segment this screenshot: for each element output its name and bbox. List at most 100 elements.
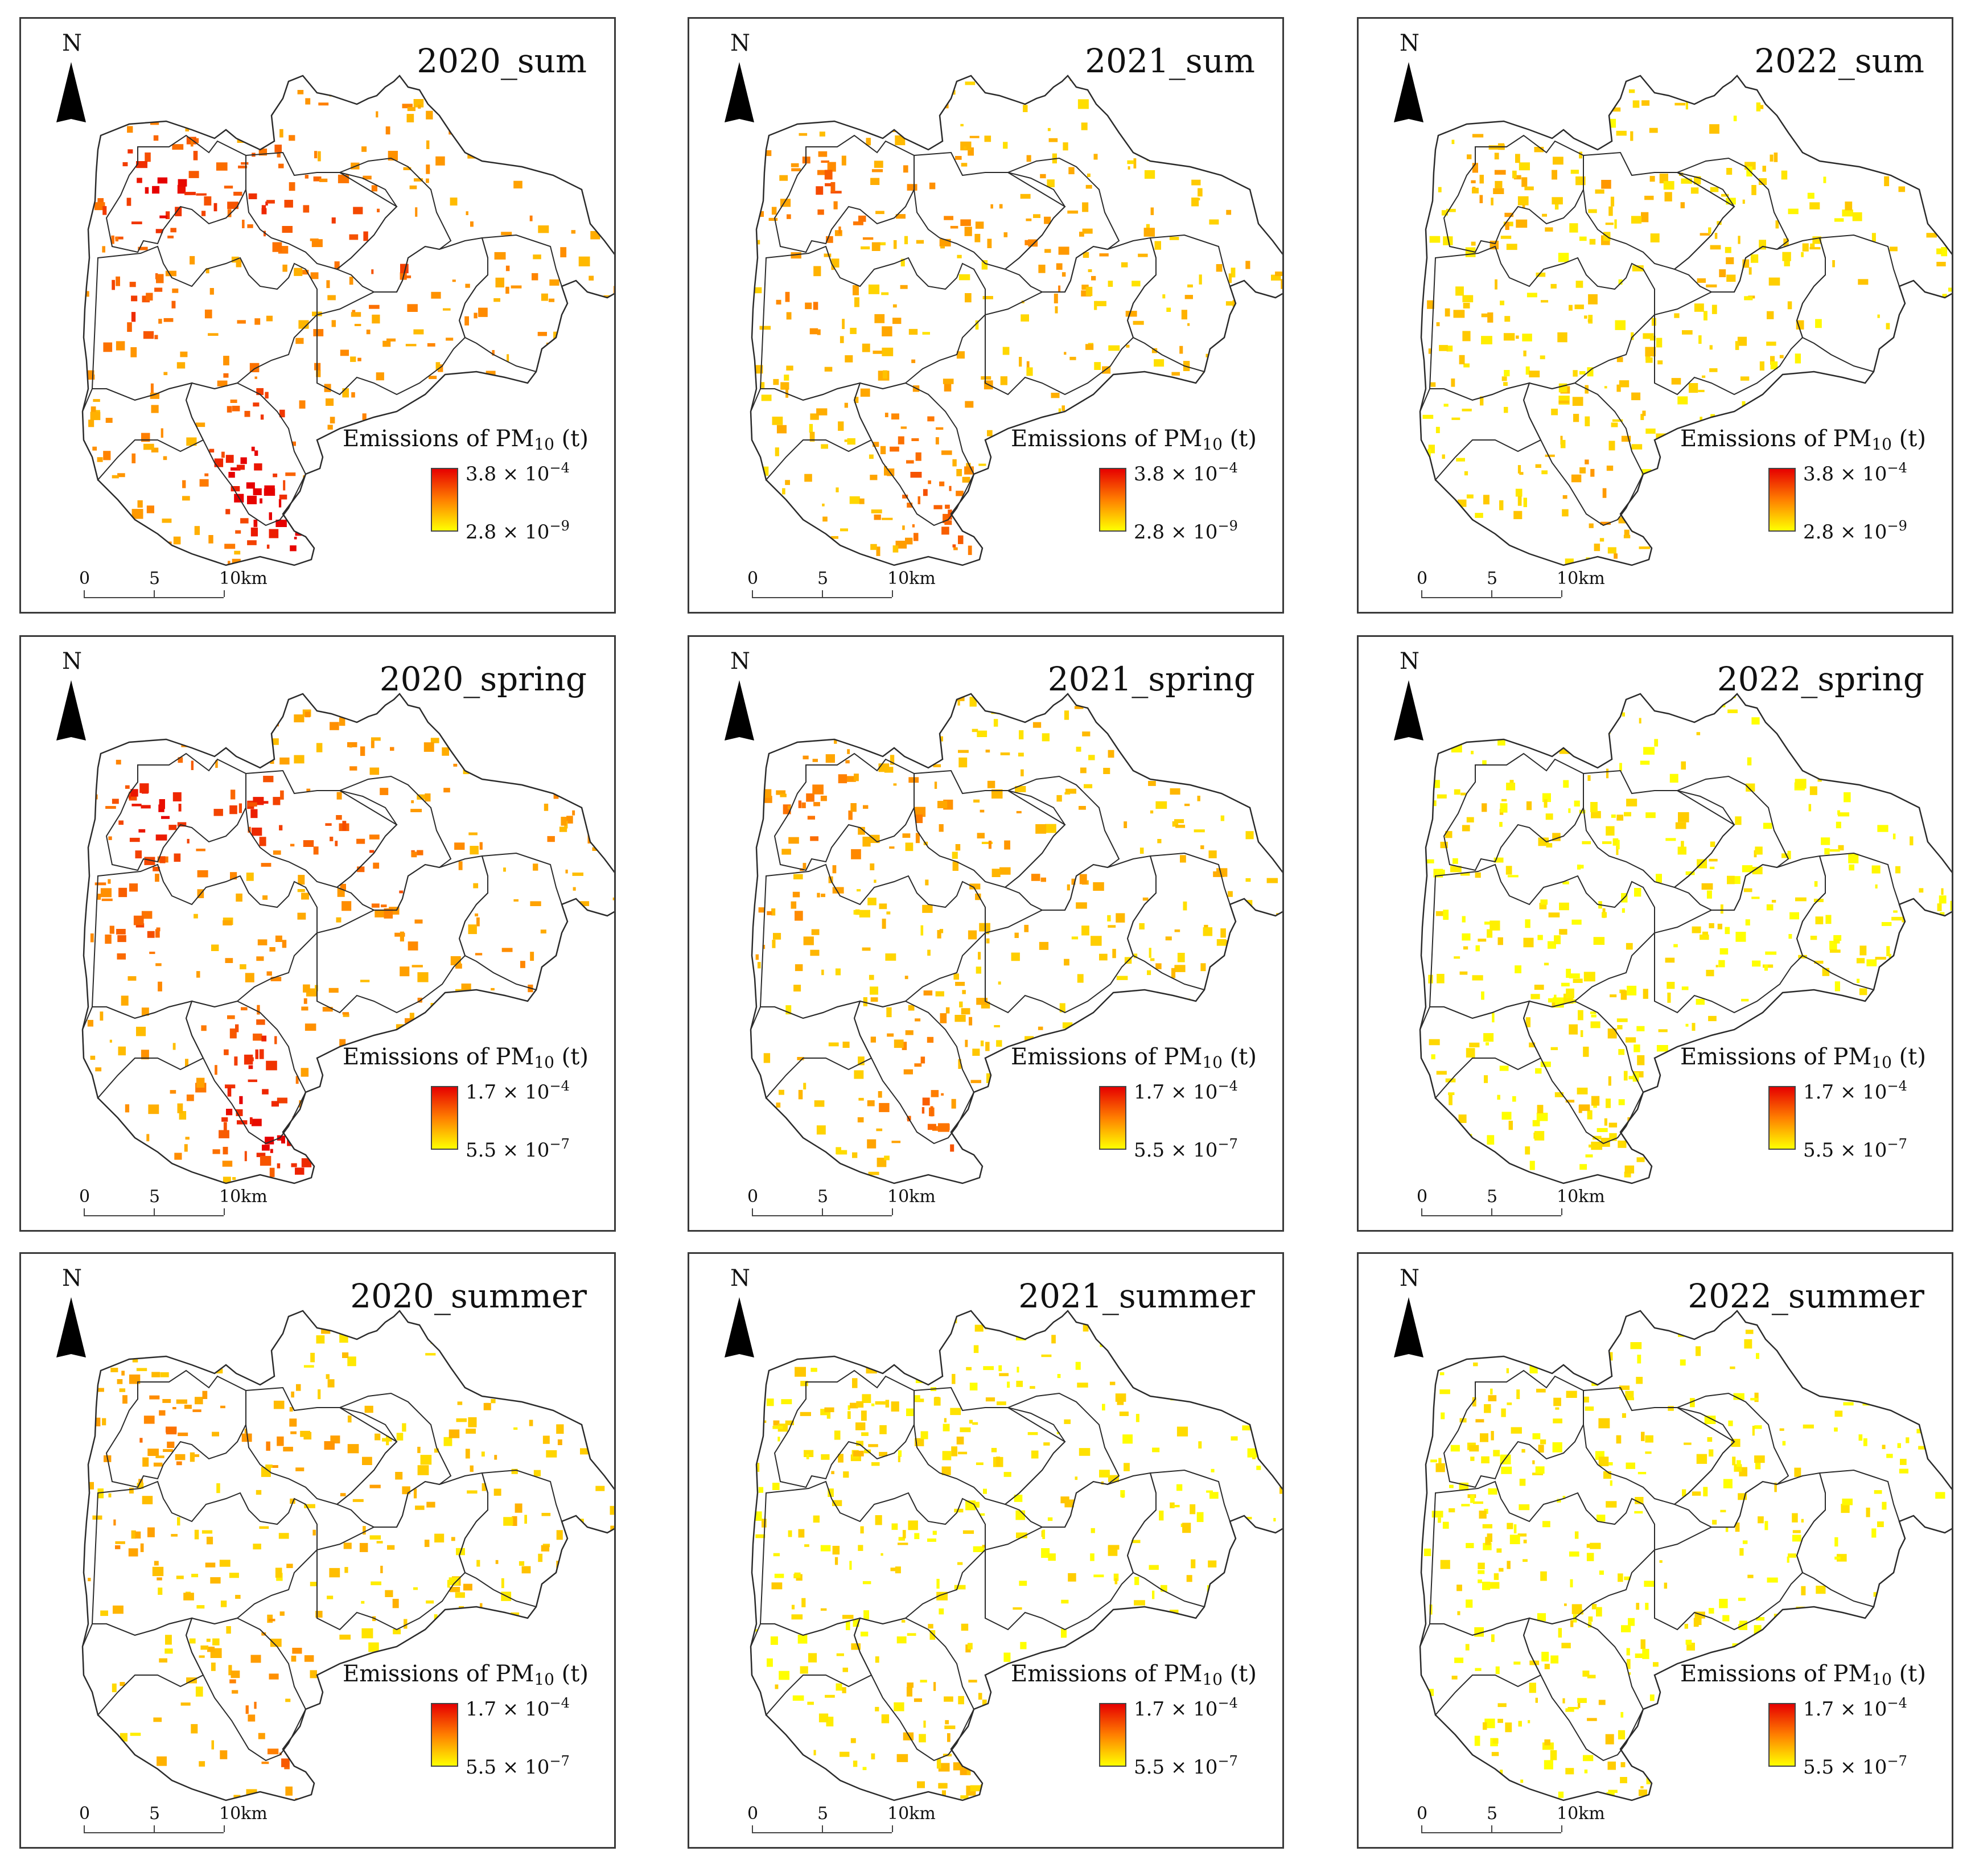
- emission-patch: [1529, 371, 1540, 377]
- emission-patch: [1450, 866, 1462, 873]
- emission-patch: [1730, 1366, 1735, 1369]
- emission-patch: [929, 182, 936, 190]
- emission-patch: [423, 414, 430, 419]
- emission-patch: [1877, 825, 1888, 832]
- emission-patch: [1641, 1431, 1645, 1441]
- emission-patch: [1563, 780, 1569, 788]
- emission-patch: [1825, 915, 1832, 924]
- emission-patch: [463, 1583, 472, 1591]
- emission-patch: [1487, 312, 1493, 323]
- emission-patch: [1118, 1640, 1123, 1650]
- emission-patch: [1475, 1668, 1482, 1671]
- emission-patch: [1475, 945, 1480, 952]
- emission-patch: [1007, 1381, 1010, 1388]
- emission-patch: [1148, 781, 1156, 786]
- emission-patch: [1608, 206, 1613, 216]
- emission-patch: [1606, 826, 1615, 836]
- emission-patch: [471, 763, 483, 768]
- emission-patch: [130, 347, 137, 357]
- emission-patch: [141, 805, 151, 809]
- emission-patch: [331, 1768, 340, 1775]
- emission-patch: [1707, 1437, 1713, 1442]
- emission-patch: [878, 1091, 882, 1098]
- emission-patch: [1422, 414, 1434, 419]
- emission-patch: [1497, 1703, 1507, 1708]
- emission-patch: [1048, 138, 1058, 142]
- map-panel-2022-summer: 2022_summer N Emissions of PM10 (t) 1.7 × 1…: [1357, 1252, 1953, 1849]
- emission-patch: [1196, 1512, 1204, 1523]
- emission-patch: [896, 1754, 908, 1762]
- emission-patch: [1075, 1361, 1081, 1370]
- emission-patch: [906, 1408, 914, 1416]
- emission-patch: [987, 780, 995, 788]
- emission-patch: [1578, 1701, 1581, 1708]
- emission-patch: [296, 1384, 301, 1391]
- emission-patch: [474, 1030, 478, 1036]
- emission-patch: [882, 347, 894, 356]
- emission-patch: [1562, 881, 1569, 884]
- emission-patch: [1488, 1582, 1500, 1589]
- emission-patch: [573, 1028, 577, 1036]
- emission-patch: [1611, 814, 1616, 818]
- emission-patch: [1482, 760, 1487, 765]
- emission-patch: [1045, 824, 1056, 833]
- scale-tick: [84, 590, 85, 597]
- emission-patch: [194, 1454, 199, 1457]
- emission-patch: [1602, 1352, 1613, 1361]
- emission-patch: [1590, 710, 1594, 719]
- emission-patch: [516, 405, 522, 410]
- emission-patch: [1151, 1332, 1161, 1336]
- emission-patch: [272, 242, 282, 252]
- emission-patch: [1109, 1381, 1116, 1385]
- emission-patch: [118, 1046, 126, 1056]
- emission-patch: [1469, 1042, 1480, 1048]
- emission-patch: [538, 1553, 543, 1562]
- emission-patch: [818, 722, 823, 726]
- emission-patch: [283, 480, 286, 491]
- emission-patch: [1423, 859, 1434, 863]
- emission-patch: [265, 1464, 273, 1468]
- emission-patch: [449, 1002, 459, 1011]
- emission-patch: [168, 825, 177, 830]
- emission-patch: [854, 730, 865, 737]
- emission-patch: [146, 505, 154, 513]
- emission-patch: [173, 536, 181, 545]
- emission-patch: [857, 1117, 864, 1122]
- emission-patch: [285, 1786, 293, 1796]
- emission-patch: [1440, 1560, 1450, 1569]
- emission-patch: [357, 357, 361, 361]
- emission-patch: [278, 1313, 286, 1323]
- emission-patch: [1074, 706, 1084, 709]
- emission-patch: [261, 1467, 271, 1477]
- emission-patch: [1541, 300, 1549, 303]
- scale-label: 0: [747, 1187, 759, 1207]
- emission-patch: [233, 191, 242, 196]
- emission-patch: [116, 929, 126, 935]
- emission-patch: [1894, 1617, 1904, 1627]
- emission-patch: [1624, 812, 1631, 817]
- emission-patch: [1641, 1136, 1647, 1145]
- emission-patch: [1224, 1640, 1235, 1648]
- district-map: [81, 693, 614, 1184]
- emission-patch: [1626, 1133, 1631, 1141]
- emission-patch: [826, 1410, 831, 1419]
- emission-patch: [1766, 904, 1774, 911]
- emission-patch: [1598, 1457, 1609, 1467]
- emission-patch: [1539, 903, 1547, 910]
- emission-patch: [410, 809, 422, 812]
- emission-patch: [898, 1542, 908, 1545]
- emission-patch: [148, 1104, 159, 1114]
- emission-patch: [840, 714, 847, 718]
- emission-patch: [1663, 181, 1674, 190]
- emission-patch: [933, 1682, 936, 1691]
- emission-patch: [1665, 1130, 1674, 1139]
- emission-patch: [232, 405, 240, 412]
- emission-patch: [1739, 1548, 1744, 1556]
- emission-patch: [250, 527, 258, 537]
- emission-patch: [1561, 982, 1570, 986]
- emission-patch: [1610, 118, 1616, 128]
- emission-patch: [331, 217, 336, 224]
- north-arrow-icon: [56, 1297, 86, 1357]
- emission-patch: [1446, 208, 1456, 212]
- emission-patch: [1233, 1524, 1245, 1534]
